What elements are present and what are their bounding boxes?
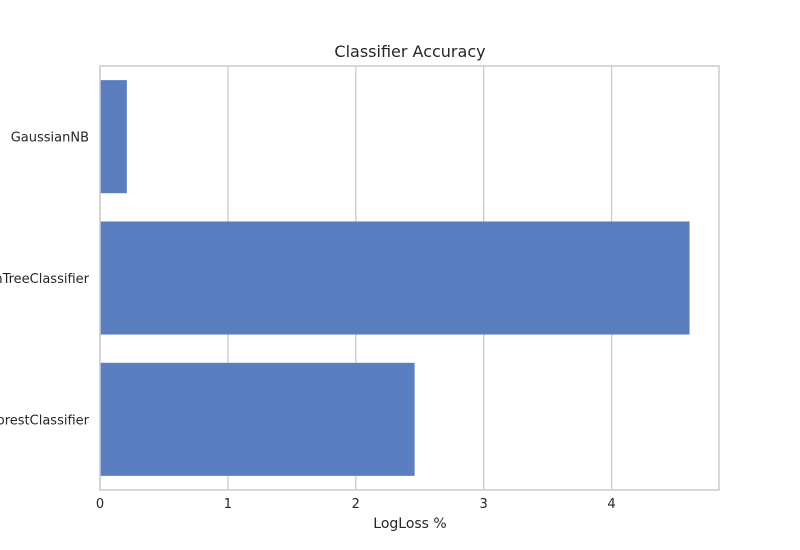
x-tick-label-4: 4 [607, 497, 615, 512]
x-tick-labels: 0 1 2 3 4 [96, 497, 616, 512]
bars [100, 80, 690, 476]
bar-GaussianNB [100, 80, 127, 194]
x-tick-label-2: 2 [352, 497, 360, 512]
bar-RandomForestClassifier [100, 362, 415, 476]
plot-frame [99, 65, 720, 491]
bar-DecisionTreeClassifier [100, 221, 690, 335]
x-tick-label-1: 1 [224, 497, 232, 512]
y-tick-label-0: GaussianNB [11, 131, 89, 146]
y-tick-labels: GaussianNB DecisionTreeClassifier RandomFo… [0, 131, 90, 429]
x-tick-label-0: 0 [96, 497, 104, 512]
x-tick-label-3: 3 [480, 497, 488, 512]
y-tick-label-2: RandomForestClassifier [0, 413, 90, 428]
y-tick-label-1: DecisionTreeClassifier [0, 272, 90, 287]
chart-title: Classifier Accuracy [334, 42, 485, 61]
x-axis-label: LogLoss % [373, 516, 446, 532]
